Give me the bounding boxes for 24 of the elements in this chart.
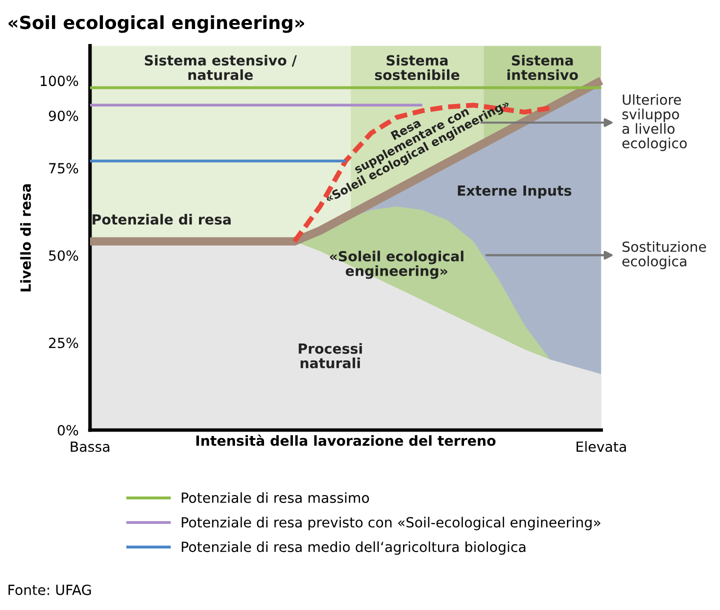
annotation: Potenziale di resa [92, 214, 231, 225]
text: Sostituzione ecologica [622, 241, 706, 270]
text: Ulteriore sviluppo a livello ecologico [622, 94, 687, 152]
source-note: Fonte: UFAG [8, 584, 91, 596]
x-tick-label: Elevata [576, 441, 626, 452]
annotation: Processi naturali [298, 343, 362, 368]
legend-label: Potenziale di resa medio dell‘agricoltura biologica [182, 541, 526, 555]
legend-label: Potenziale di resa massimo [182, 492, 369, 504]
y-tick-label: 50% [49, 250, 78, 261]
x-tick-label: Bassa [70, 442, 110, 452]
y-tick-label: 90% [48, 110, 78, 122]
legend-label: Potenziale di resa previsto con «Soil-ecological engineering» [182, 516, 600, 530]
annotation: «Soleil ecological engineering» [330, 250, 464, 279]
annotation: Sistema sostenibile [375, 54, 460, 80]
annotation: Externe Inputs [458, 185, 572, 199]
y-axis-title: Livello di resa [20, 184, 31, 292]
y-tick-label: 100% [40, 76, 78, 86]
annotation: Sistema intensivo [507, 54, 578, 80]
y-tick-label: 0% [58, 425, 78, 436]
x-axis-title: Intensità della lavorazione del terreno [196, 434, 496, 446]
annotation: Sistema estensivo / naturale [144, 54, 297, 80]
y-tick-label: 25% [49, 338, 78, 348]
y-tick-label: 75% [49, 162, 78, 174]
chart-title: «Soil ecological engineering» [8, 15, 304, 33]
